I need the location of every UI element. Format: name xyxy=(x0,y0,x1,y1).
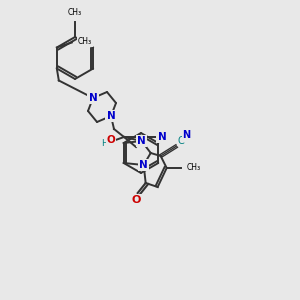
Text: H: H xyxy=(100,139,107,148)
Text: CH₃: CH₃ xyxy=(78,37,92,46)
Text: N: N xyxy=(88,93,98,103)
Text: CH₃: CH₃ xyxy=(187,164,201,172)
Text: O: O xyxy=(132,195,141,205)
Text: N: N xyxy=(139,160,148,170)
Text: N: N xyxy=(158,132,166,142)
Text: C: C xyxy=(177,136,184,146)
Text: N: N xyxy=(106,111,116,121)
Text: N: N xyxy=(137,136,146,146)
Text: CH₃: CH₃ xyxy=(68,8,82,17)
Text: N: N xyxy=(183,130,191,140)
Text: O: O xyxy=(106,135,116,145)
